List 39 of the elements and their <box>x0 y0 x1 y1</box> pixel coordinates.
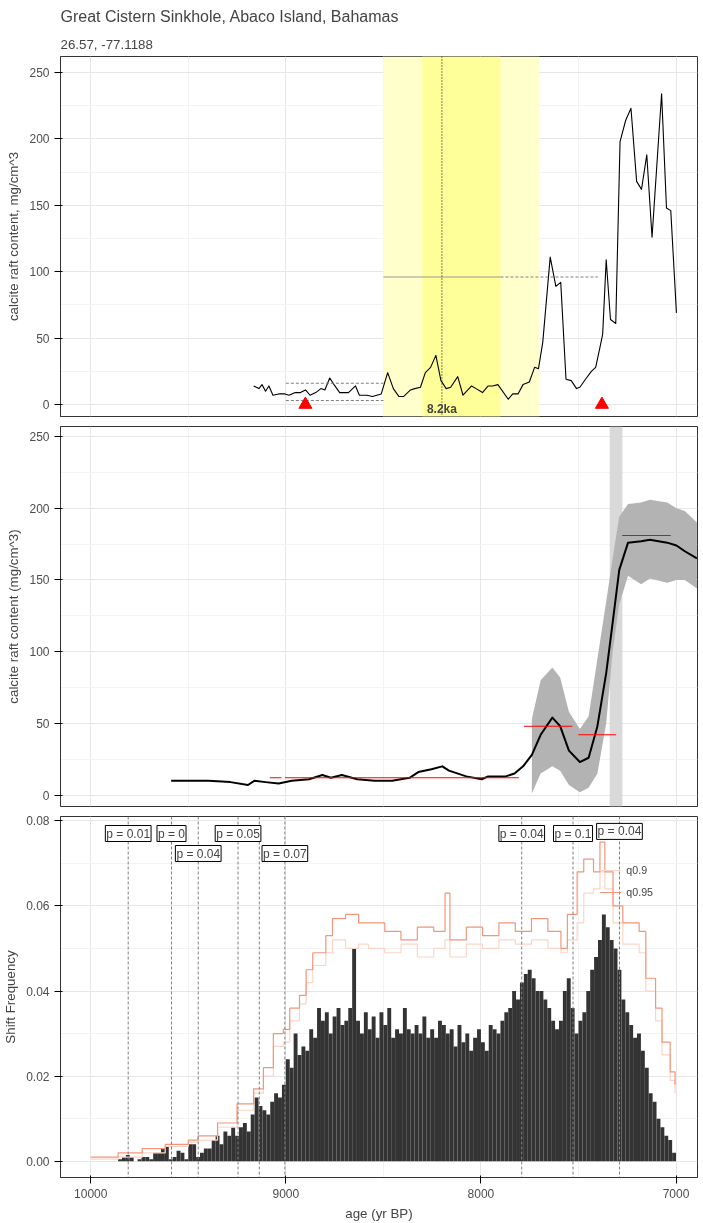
y-axis-title: calcite raft content (mg/cm^3) <box>6 529 22 704</box>
annotation: p = 0.05 <box>216 826 261 841</box>
y-tick-label: 250 <box>29 65 50 80</box>
chart-subtitle: 26.57, -77.1188 <box>60 36 153 52</box>
annotation: p = 0.04 <box>499 826 544 841</box>
y-tick-label: 50 <box>36 331 50 346</box>
annotation: p = 0 <box>158 826 186 841</box>
y-tick-label: 0.04 <box>26 984 50 999</box>
annotation: p = 0.01 <box>106 826 151 841</box>
legend-label: q0.95 <box>626 886 653 898</box>
chart-title: Great Cistern Sinkhole, Abaco Island, Bahamas <box>60 7 399 25</box>
annotation: p = 0.04 <box>176 846 221 861</box>
x-tick-label: 8000 <box>467 1186 495 1201</box>
y-tick-label: 0.06 <box>26 899 50 914</box>
y-tick-label: 0 <box>42 788 50 803</box>
x-tick-label: 9000 <box>272 1186 300 1201</box>
x-tick-label: 10000 <box>74 1186 108 1201</box>
y-tick-label: 150 <box>29 198 50 213</box>
y-tick-label: 0 <box>42 398 50 413</box>
y-tick-label: 150 <box>29 573 50 588</box>
annotation: p = 0.04 <box>597 824 642 839</box>
y-tick-label: 50 <box>36 716 50 731</box>
y-axis-title: Shift Frequency <box>3 949 19 1044</box>
annotation: p = 0.1 <box>554 826 592 841</box>
y-tick-label: 0.08 <box>26 814 50 829</box>
x-axis-title: age (yr BP) <box>345 1205 413 1221</box>
y-tick-label: 0.02 <box>26 1069 50 1084</box>
y-tick-label: 0.00 <box>26 1154 50 1169</box>
y-tick-label: 100 <box>29 265 50 280</box>
legend-label: q0.9 <box>626 864 648 876</box>
x-tick-label: 7000 <box>662 1186 690 1201</box>
y-axis-title: calcite raft content, mg/cm^3 <box>6 151 22 322</box>
y-tick-label: 200 <box>29 501 50 516</box>
ref-line-label: 8.2ka <box>426 401 458 416</box>
y-tick-label: 200 <box>29 132 50 147</box>
annotation: p = 0.07 <box>263 846 308 861</box>
y-tick-label: 250 <box>29 430 50 445</box>
line-series <box>170 538 698 786</box>
y-tick-label: 100 <box>29 645 50 660</box>
